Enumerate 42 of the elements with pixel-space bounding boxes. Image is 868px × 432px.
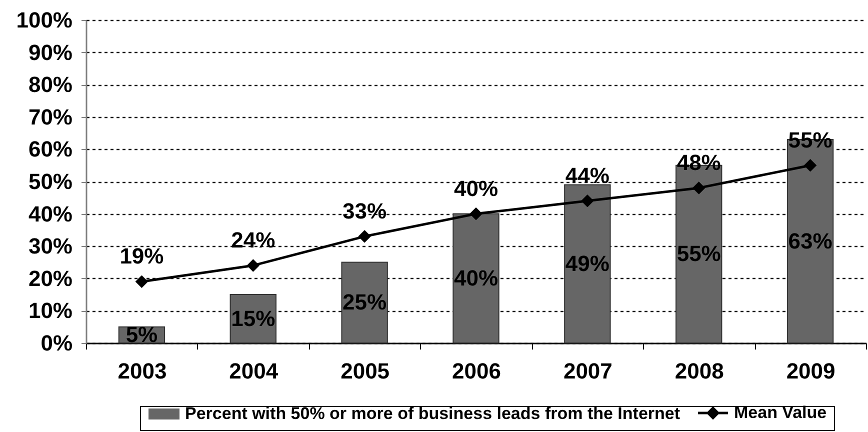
bar [452, 213, 500, 344]
x-tick-label: 2005 [340, 358, 390, 384]
y-tick-label: 60% [28, 136, 72, 162]
x-tick-label: 2006 [452, 358, 501, 384]
point [358, 230, 371, 243]
data-label: 49% [565, 250, 610, 276]
y-tick-label: 80% [28, 72, 72, 98]
bar [564, 184, 611, 344]
point [246, 259, 260, 272]
point [581, 194, 594, 208]
data-label: 55% [676, 241, 721, 266]
x-tick-label: 2003 [118, 358, 167, 384]
y-tick-label: 50% [28, 169, 72, 194]
data-label: 15% [231, 306, 276, 331]
point [692, 182, 706, 194]
x-tick-label: 2007 [563, 358, 612, 384]
data-label: 63% [788, 228, 832, 254]
legend-label: Percent with 50% or more of business leads from the Internet [185, 404, 680, 423]
x-tick-label: 2008 [674, 358, 724, 384]
data-label: 40% [454, 176, 498, 201]
data-label: 24% [231, 227, 276, 252]
x-tick-label: 2009 [786, 358, 836, 384]
point [804, 158, 817, 172]
y-tick-label: 30% [28, 234, 72, 259]
data-label: 19% [120, 244, 164, 269]
y-tick-label: 90% [28, 40, 72, 65]
y-tick-label: 100% [16, 8, 72, 32]
y-tick-label: 0% [40, 330, 72, 356]
y-tick-label: 20% [28, 266, 72, 291]
x-tick-label: 2004 [229, 358, 279, 384]
legend-label: Mean Value [734, 403, 827, 422]
y-tick-label: 10% [28, 298, 72, 324]
point [135, 275, 148, 288]
data-label: 25% [342, 290, 387, 315]
data-label: 40% [454, 265, 498, 290]
data-label: 5% [126, 322, 158, 347]
point [470, 207, 482, 220]
y-tick-label: 70% [28, 104, 72, 130]
data-label: 44% [565, 162, 610, 188]
y-tick-label: 40% [28, 201, 72, 226]
bar [341, 262, 388, 344]
data-label: 33% [342, 198, 387, 224]
